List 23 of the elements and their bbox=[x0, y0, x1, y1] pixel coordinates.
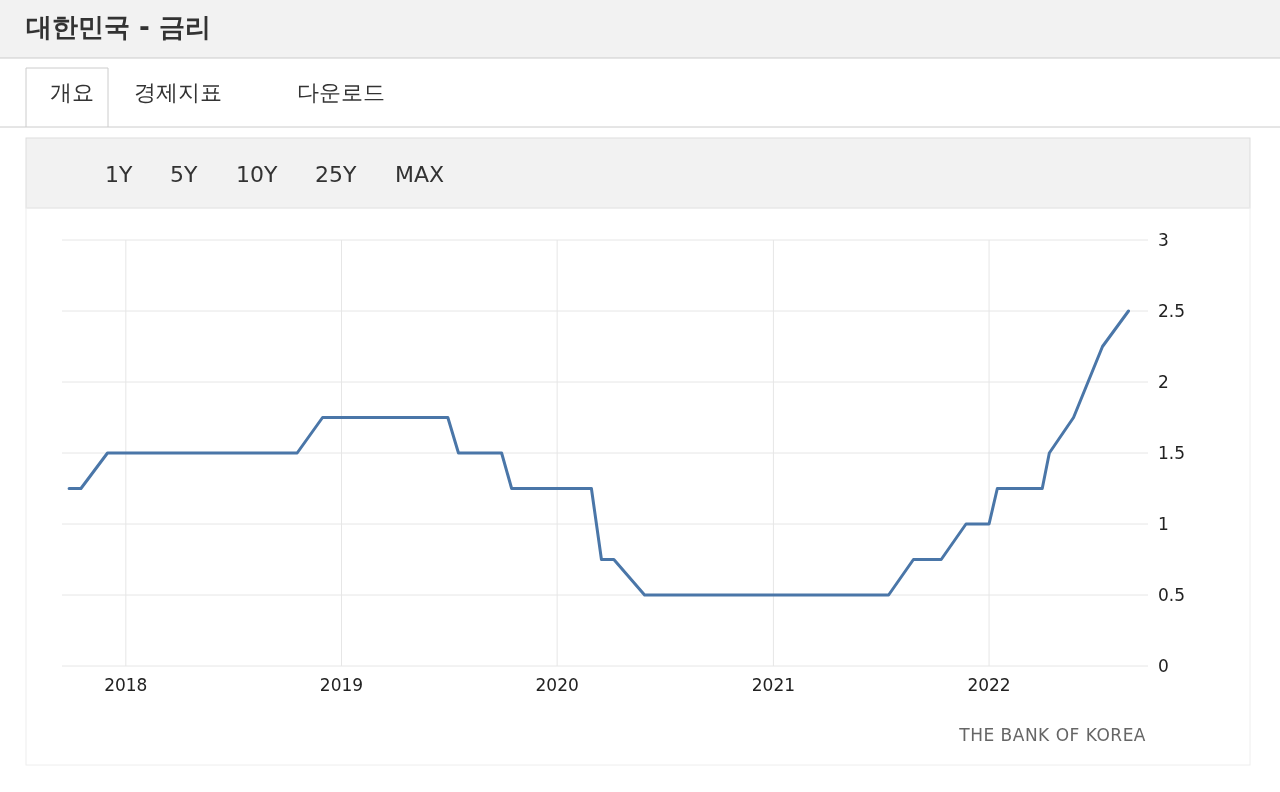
text: THE BANK OF KOREA bbox=[958, 725, 1146, 745]
x-tick-label: 2020 bbox=[535, 675, 579, 695]
x-tick-label: 2018 bbox=[104, 675, 148, 695]
x-tick-label: 2021 bbox=[751, 675, 796, 695]
y-tick-label: 0.5 bbox=[1158, 585, 1186, 605]
y-tick-label: 3 bbox=[1158, 230, 1169, 250]
chart-title: 대한민국 - 금리 bbox=[26, 12, 211, 42]
text: 개요 bbox=[50, 80, 94, 105]
y-tick-label: 1.5 bbox=[1158, 443, 1186, 463]
text: 경제지표 bbox=[134, 80, 222, 105]
text: 다운로드 bbox=[297, 80, 385, 105]
text: 1Y bbox=[105, 162, 133, 187]
text: 25Y bbox=[315, 162, 357, 187]
x-tick-label: 2019 bbox=[319, 675, 364, 695]
y-tick-label: 0 bbox=[1158, 656, 1169, 676]
text: MAX bbox=[395, 162, 445, 187]
text: 5Y bbox=[170, 162, 198, 187]
x-tick-label: 2022 bbox=[967, 675, 1011, 695]
y-tick-label: 2 bbox=[1158, 372, 1169, 392]
y-tick-label: 2.5 bbox=[1158, 301, 1186, 321]
text: 10Y bbox=[236, 162, 278, 187]
y-tick-label: 1 bbox=[1158, 514, 1169, 534]
line-series bbox=[67, 309, 1130, 597]
